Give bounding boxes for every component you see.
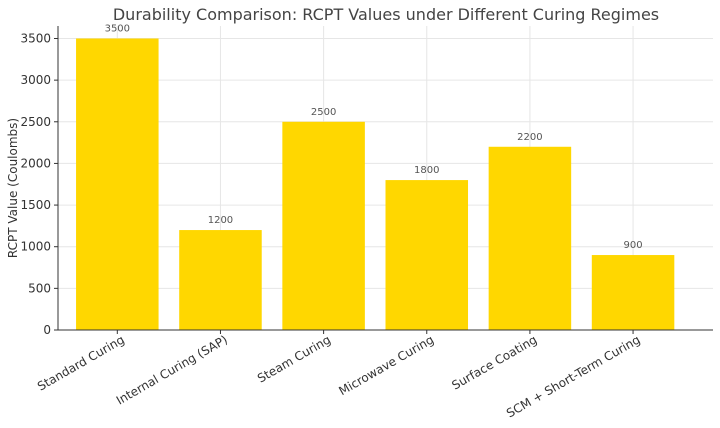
bar: [385, 180, 469, 330]
data-label: 2200: [517, 132, 542, 143]
bar: [282, 121, 365, 330]
bar: [179, 230, 262, 330]
y-tick-label: 0: [43, 323, 51, 337]
chart-title: Durability Comparison: RCPT Values under…: [113, 5, 659, 24]
y-tick-label: 500: [28, 281, 51, 295]
y-tick-label: 1000: [20, 240, 51, 254]
data-label: 3500: [105, 23, 130, 34]
data-labels: 3500 1200 2500 1800 2200 900: [105, 23, 643, 251]
y-axis-label: RCPT Value (Coulombs): [6, 118, 20, 258]
data-label: 900: [624, 240, 643, 251]
y-tick-label: 2500: [20, 115, 51, 129]
y-axis: 0 500 1000 1500 2000 2500 3000 3500: [20, 26, 59, 337]
y-tick-label: 1500: [20, 198, 51, 212]
y-tick-label: 3000: [20, 73, 51, 87]
x-tick-label: Steam Curing: [255, 332, 333, 385]
data-label: 1200: [208, 215, 233, 226]
x-tick-label: Microwave Curing: [336, 332, 436, 398]
data-label: 1800: [414, 165, 439, 176]
bars-group: [76, 38, 675, 330]
x-tick-label: Standard Curing: [35, 332, 127, 393]
bar: [488, 146, 572, 330]
data-label: 2500: [311, 107, 336, 118]
x-tick-label: Surface Coating: [449, 332, 539, 392]
bar: [591, 255, 675, 330]
y-tick-label: 3500: [20, 31, 51, 45]
bar: [76, 38, 159, 330]
x-tick-label: Internal Curing (SAP): [114, 332, 230, 407]
y-tick-label: 2000: [20, 156, 51, 170]
